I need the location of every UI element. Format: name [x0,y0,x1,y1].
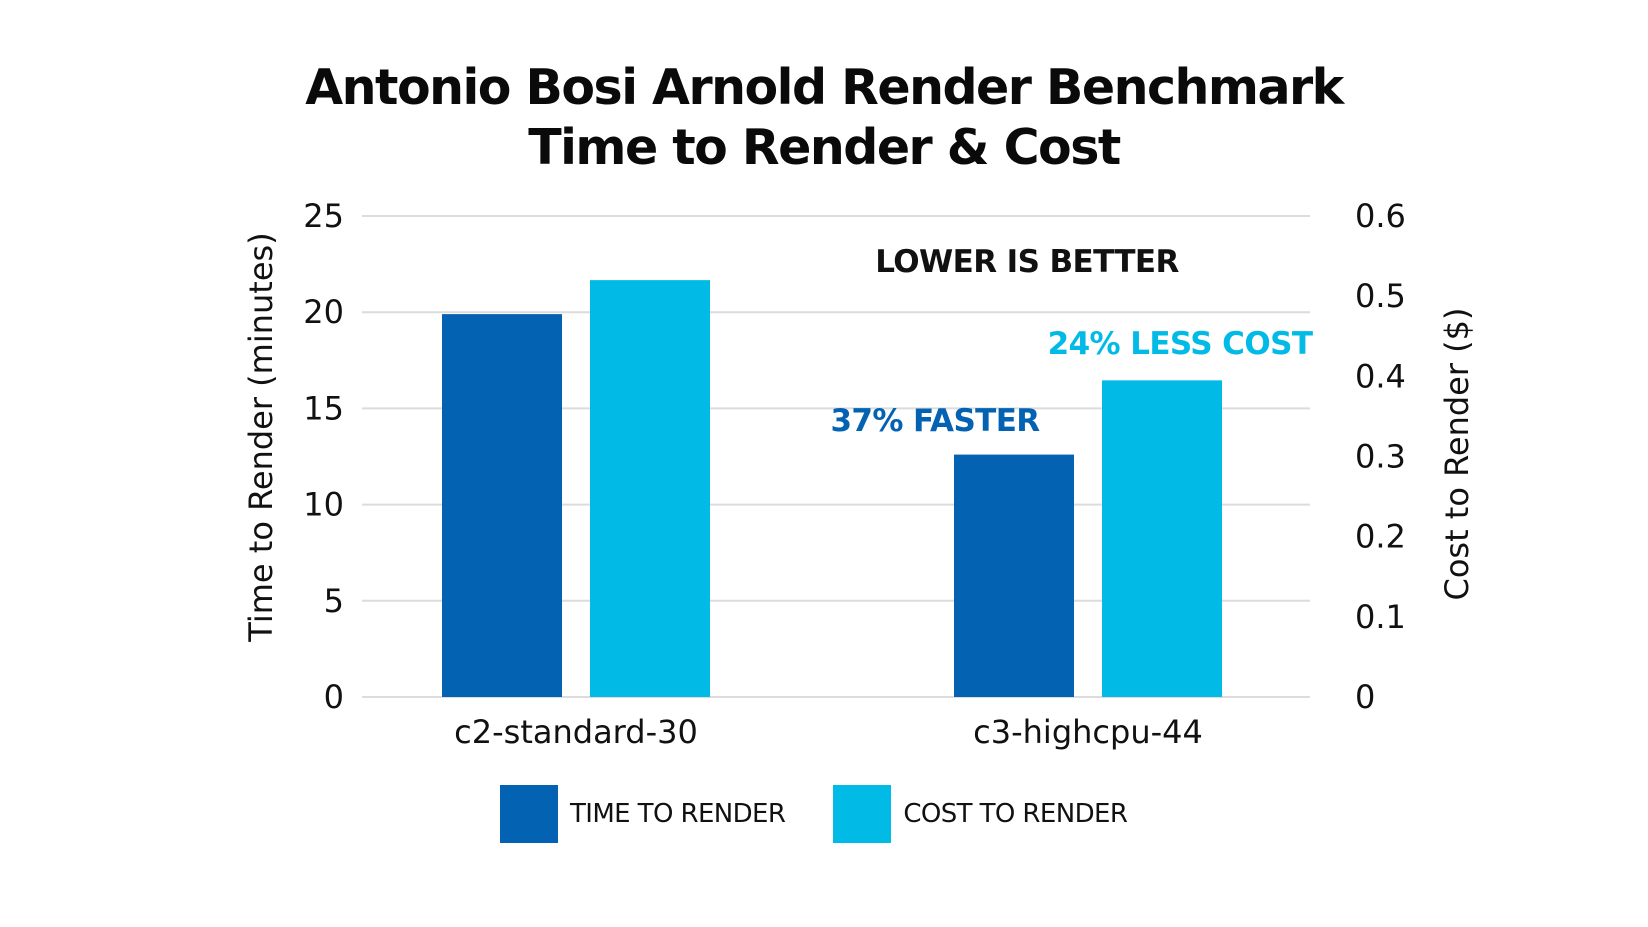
right-tick-label: 0.6 [1355,197,1406,235]
annotation-faster: 37% FASTER [830,403,1040,439]
chart-title-line-2: Time to Render & Cost [528,119,1121,176]
left-axis-title: Time to Render (minutes) [242,232,280,642]
legend-item-cost: COST TO RENDER [833,785,1128,843]
left-tick-label: 0 [324,678,344,716]
left-tick-label: 20 [303,293,344,331]
right-tick-label: 0.1 [1355,598,1406,636]
legend-label-time: TIME TO RENDER [570,799,786,829]
category-label: c3-highcpu-44 [973,713,1203,751]
right-tick-label: 0.4 [1355,357,1406,395]
right-tick-label: 0.2 [1355,518,1406,556]
left-tick-label: 15 [303,389,344,427]
left-y-axis: 0 5 10 15 20 25 [303,197,344,716]
right-axis-title: Cost to Render ($) [1438,307,1476,600]
left-tick-label: 10 [303,486,344,524]
cost-bar-1 [590,280,710,697]
right-y-axis: 0 0.1 0.2 0.3 0.4 0.5 0.6 [1355,197,1406,716]
annotation-lower-is-better: LOWER IS BETTER [875,244,1179,280]
legend-swatch-time [500,785,558,843]
chart-title: Antonio Bosi Arnold Render Benchmark Tim… [0,58,1648,178]
right-tick-label: 0.3 [1355,438,1406,476]
annotation-less-cost: 24% LESS COST [1048,326,1313,362]
bars [442,280,1222,697]
time-bar-1 [442,314,562,697]
category-label: c2-standard-30 [454,713,698,751]
legend-item-time: TIME TO RENDER [500,785,786,843]
left-tick-label: 5 [324,582,344,620]
chart-title-line-1: Antonio Bosi Arnold Render Benchmark [305,59,1344,116]
right-tick-label: 0 [1355,678,1375,716]
legend-label-cost: COST TO RENDER [903,799,1128,829]
annotations: LOWER IS BETTER 24% LESS COST 37% FASTER [830,244,1313,439]
legend-swatch-cost [833,785,892,843]
left-tick-label: 25 [303,197,344,235]
right-tick-label: 0.5 [1355,277,1406,315]
legend: TIME TO RENDER COST TO RENDER [500,785,1175,843]
time-bar-2 [954,454,1074,697]
cost-bar-2 [1102,380,1222,697]
x-axis-categories: c2-standard-30 c3-highcpu-44 [454,713,1203,751]
